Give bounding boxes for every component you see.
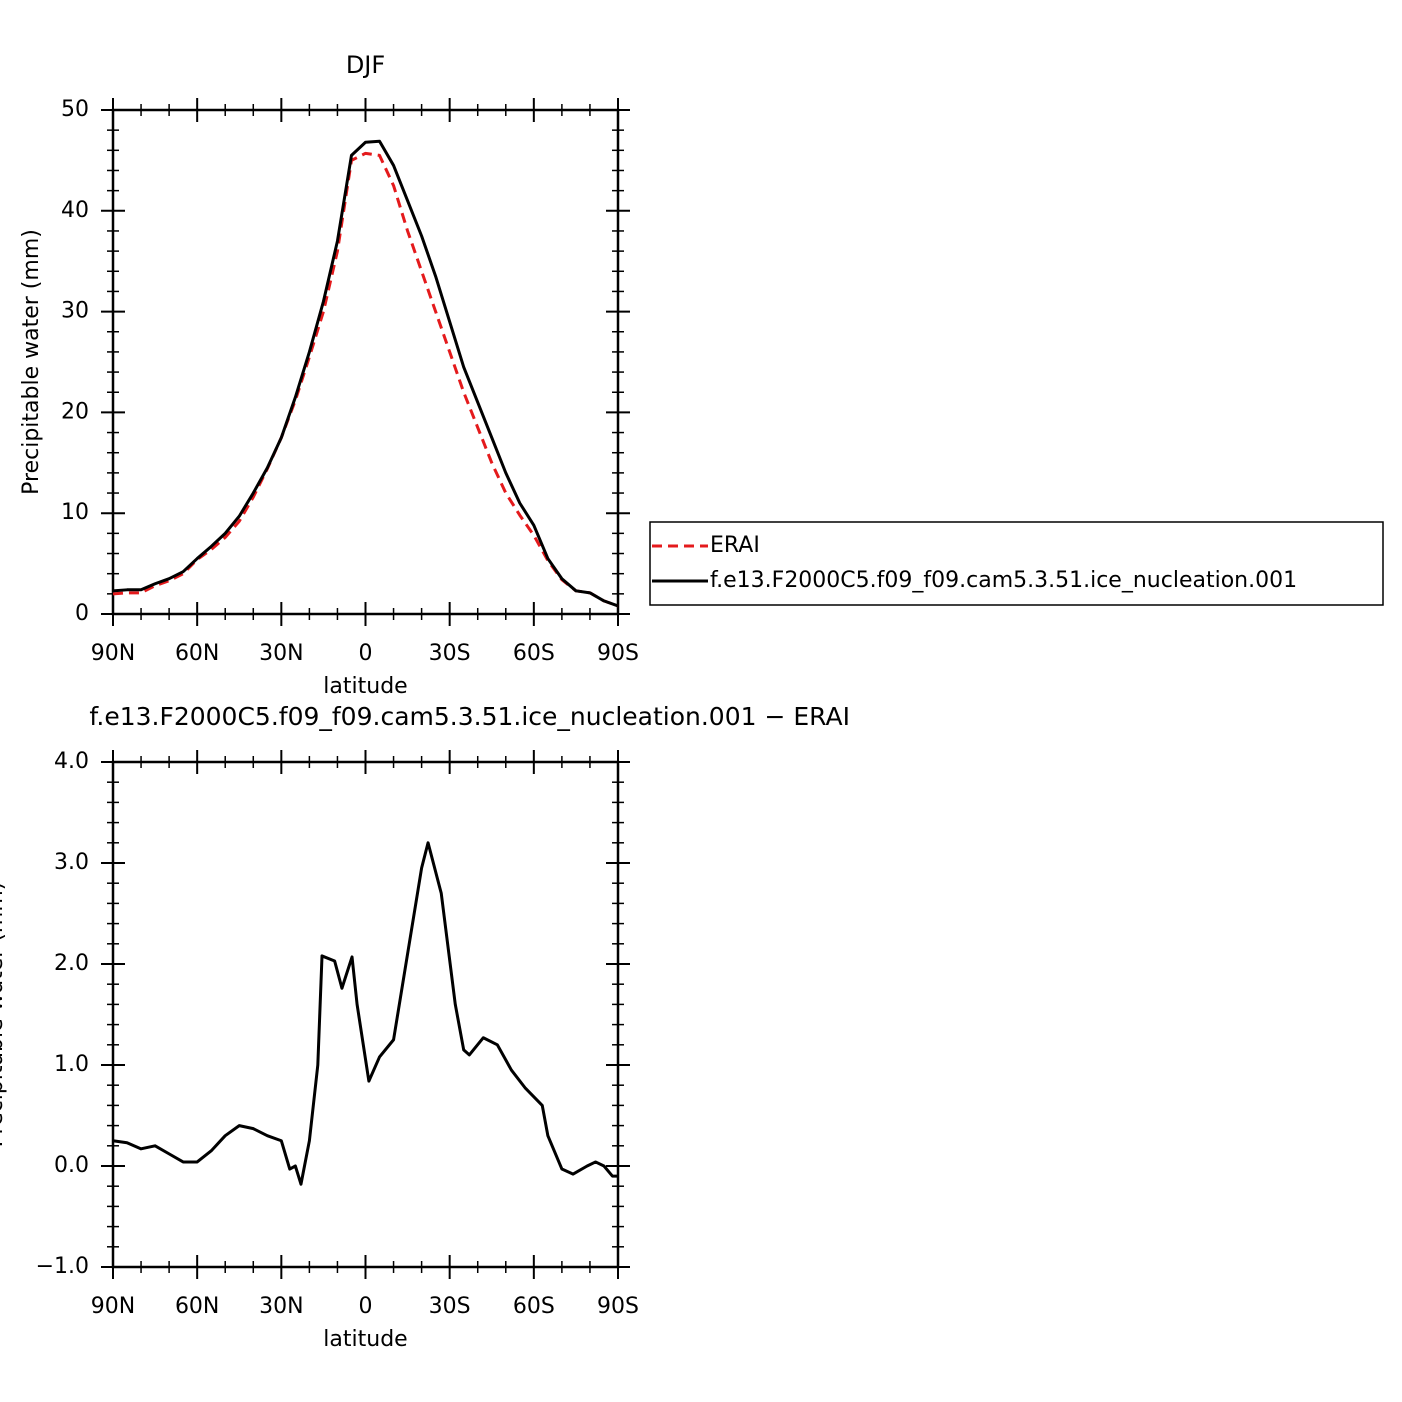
x-tick-label: 0	[359, 1294, 373, 1319]
y-tick-label: 40	[61, 198, 89, 223]
y-tick-label: 3.0	[54, 850, 89, 875]
x-tick-label: 60N	[175, 641, 219, 666]
x-tick-label: 60N	[175, 1294, 219, 1319]
chart-title: f.e13.F2000C5.f09_f09.cam5.3.51.ice_nucl…	[89, 702, 850, 731]
plot-frame	[111, 760, 620, 1269]
x-tick-label: 30N	[259, 1294, 303, 1319]
series-line	[112, 841, 618, 1186]
y-tick-label: 2.0	[54, 951, 89, 976]
x-tick-label: 90N	[91, 1294, 135, 1319]
y-tick-label: −1.0	[36, 1254, 89, 1279]
x-tick-label: 30S	[429, 1294, 471, 1319]
y-tick-label: 1.0	[54, 1052, 89, 1077]
x-tick-label: 90N	[91, 641, 135, 666]
x-axis-label: latitude	[323, 1327, 407, 1352]
y-tick-label: 0	[75, 601, 89, 626]
x-tick-label: 90S	[597, 1294, 639, 1319]
x-tick-label: 30S	[429, 641, 471, 666]
y-tick-label: 0.0	[54, 1153, 89, 1178]
x-axis-label: latitude	[323, 674, 407, 699]
series-line	[112, 151, 619, 608]
legend-label: ERAI	[710, 533, 760, 558]
y-tick-label: 20	[61, 399, 89, 424]
y-axis-label: Precipitable water (mm)	[19, 229, 44, 495]
y-axis-label: Precipitable water (mm)	[0, 882, 8, 1148]
series-line	[112, 139, 619, 608]
x-tick-label: 30N	[259, 641, 303, 666]
chart-title: DJF	[346, 51, 385, 79]
y-tick-label: 50	[61, 97, 89, 122]
plot-frame	[111, 108, 620, 616]
y-tick-label: 10	[61, 500, 89, 525]
y-tick-label: 30	[61, 299, 89, 324]
legend-label: f.e13.F2000C5.f09_f09.cam5.3.51.ice_nucl…	[710, 568, 1297, 593]
x-tick-label: 90S	[597, 641, 639, 666]
x-tick-label: 60S	[513, 1294, 555, 1319]
x-tick-label: 0	[359, 641, 373, 666]
y-tick-label: 4.0	[54, 749, 89, 774]
x-tick-label: 60S	[513, 641, 555, 666]
legend-box	[649, 521, 1384, 606]
